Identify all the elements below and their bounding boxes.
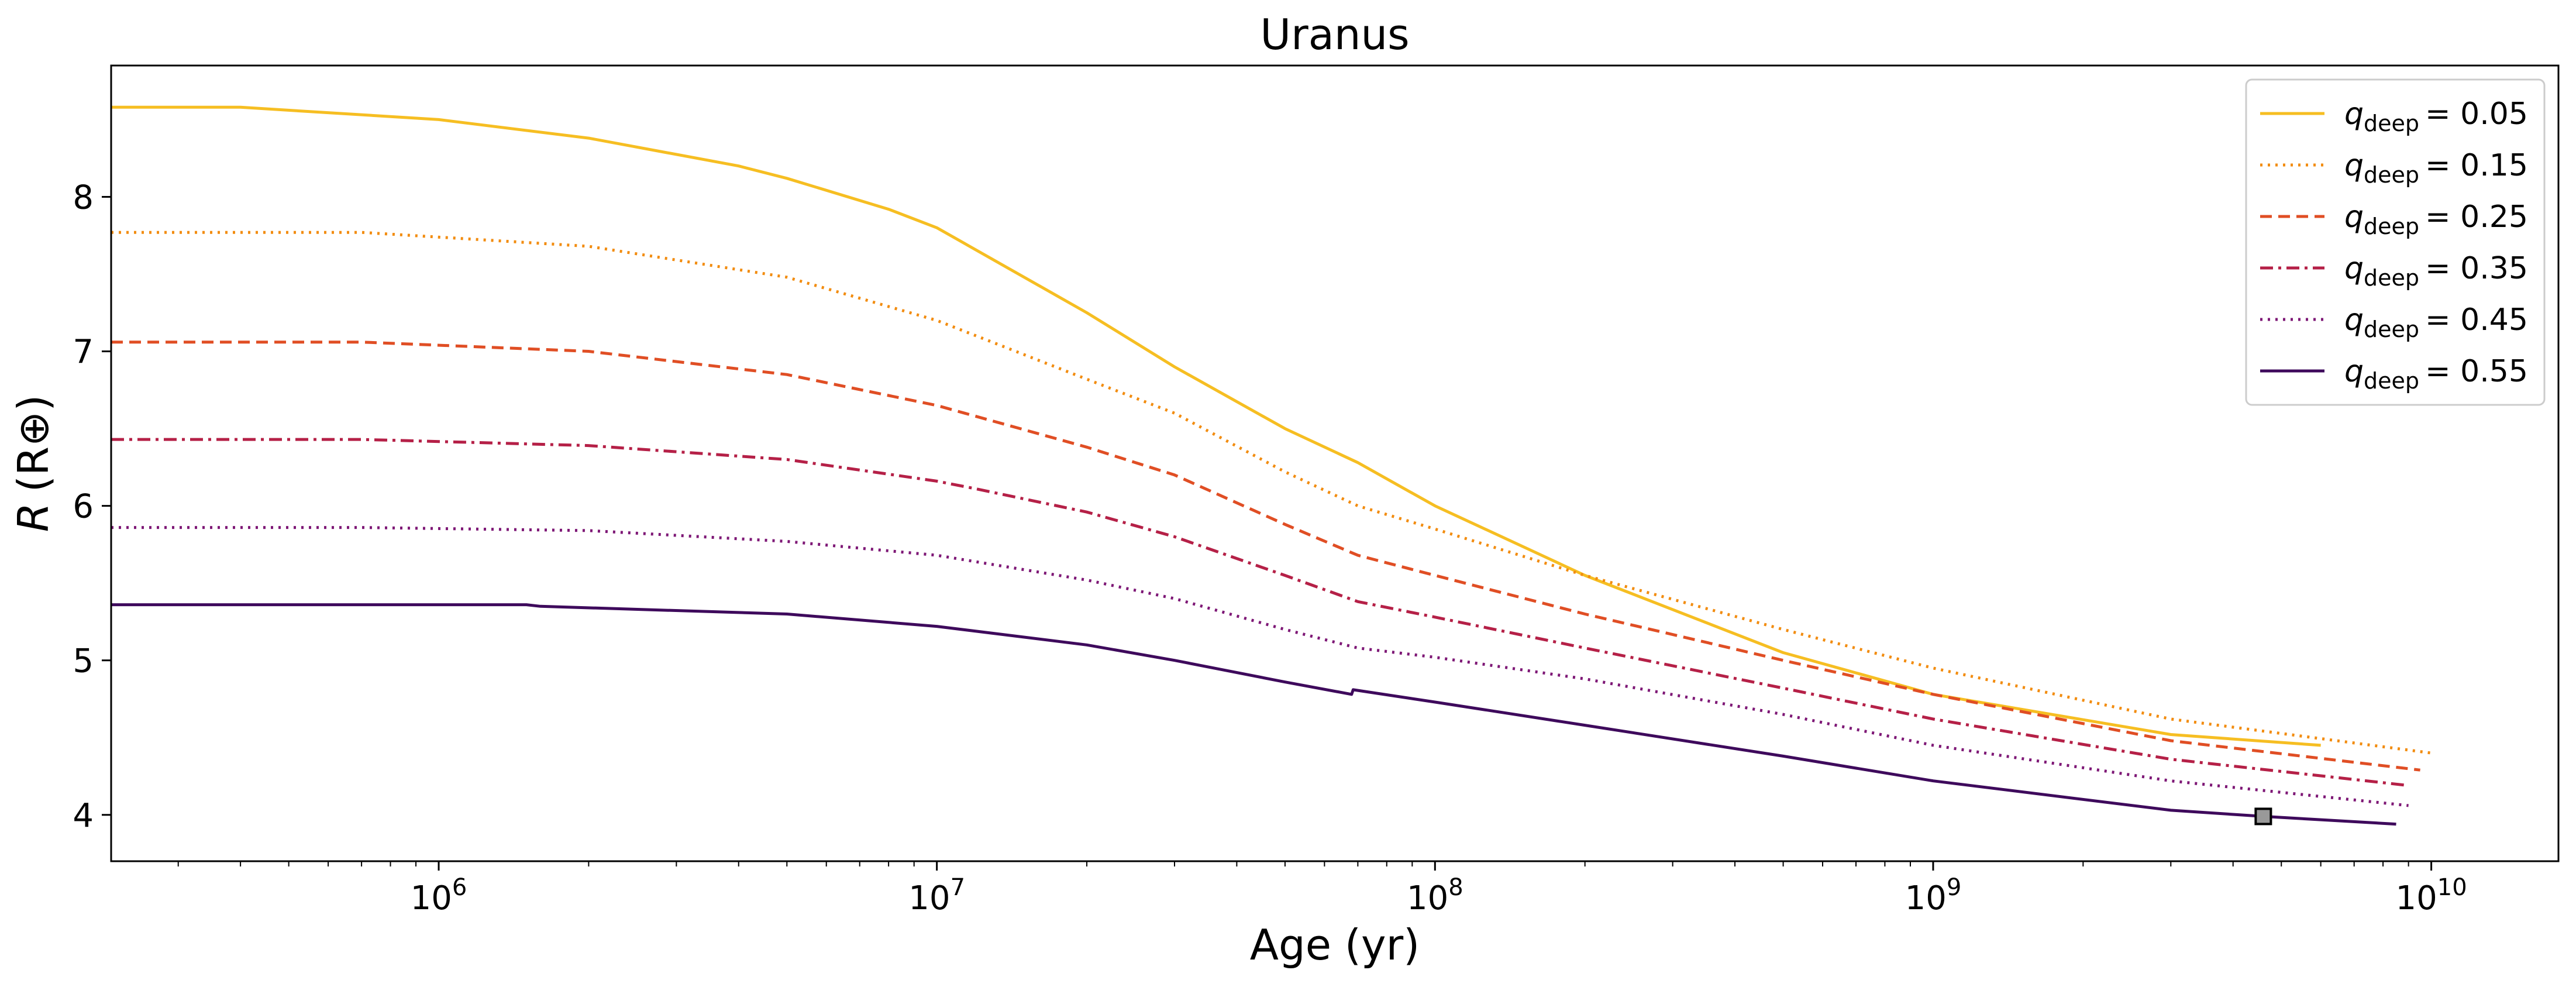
legend-value: = 0.15: [2425, 148, 2528, 183]
legend-entry-1: qdeep = 0.15: [2344, 148, 2528, 188]
legend-sub: deep: [2364, 265, 2419, 291]
x-tick-base: 10: [411, 879, 452, 917]
x-tick-label: 107: [908, 874, 965, 917]
legend-var: q: [2344, 97, 2364, 132]
legend-var: q: [2344, 354, 2364, 389]
series-line-3: [111, 438, 2409, 787]
y-tick-label: 7: [73, 333, 94, 372]
x-tick-exponent: 6: [452, 874, 467, 901]
series-line-2: [111, 341, 2420, 772]
y-tick-label: 6: [73, 488, 94, 526]
y-axis-title: R (R⊕): [9, 395, 58, 532]
plot-area-frame: [110, 64, 2560, 862]
series-layer: [111, 105, 2432, 826]
legend-entry-3: qdeep = 0.35: [2344, 251, 2528, 291]
x-tick-label: 1010: [2396, 874, 2467, 917]
y-axis: 4 5 6 7 8: [73, 178, 111, 835]
x-tick-label: 106: [411, 874, 467, 917]
x-tick-base: 10: [1905, 879, 1947, 917]
y-tick-label: 4: [73, 797, 94, 835]
legend-var: q: [2344, 302, 2364, 338]
x-axis: 106 107 108 109 1010: [177, 861, 2467, 917]
legend-entry-0: qdeep = 0.05: [2344, 97, 2528, 136]
series-line-4: [111, 526, 2409, 807]
x-tick-base: 10: [1407, 879, 1448, 917]
legend-sub: deep: [2364, 317, 2419, 342]
legend-value: = 0.35: [2425, 251, 2528, 286]
y-tick-label: 8: [73, 178, 94, 216]
legend-sub: deep: [2364, 214, 2419, 239]
legend-sub: deep: [2364, 162, 2419, 188]
x-tick-base: 10: [2396, 879, 2437, 917]
legend-var: q: [2344, 148, 2364, 183]
legend-var: q: [2344, 251, 2364, 286]
x-tick-label: 109: [1905, 874, 1962, 917]
y-tick-label: 5: [73, 642, 94, 680]
x-tick-exponent: 10: [2437, 874, 2467, 901]
legend-value: = 0.25: [2425, 200, 2528, 235]
marker-layer: [2254, 807, 2272, 826]
legend-var: q: [2344, 200, 2364, 235]
legend-value: = 0.55: [2425, 354, 2528, 389]
legend-sub: deep: [2364, 111, 2419, 136]
series-line-0: [111, 105, 2321, 747]
chart-title: Uranus: [1260, 10, 1409, 59]
x-tick-exponent: 8: [1448, 874, 1463, 901]
x-tick-label: 108: [1407, 874, 1463, 917]
legend-entry-5: qdeep = 0.55: [2344, 354, 2528, 394]
y-axis-title-symbol: R: [9, 503, 58, 532]
x-tick-exponent: 9: [1947, 874, 1961, 901]
legend-sub: deep: [2364, 368, 2419, 394]
x-tick-exponent: 7: [950, 874, 965, 901]
marker-present-day: [2254, 807, 2272, 826]
series-line-1: [111, 231, 2432, 755]
legend-entry-2: qdeep = 0.25: [2344, 200, 2528, 239]
series-line-5: [111, 603, 2396, 826]
legend-entry-4: qdeep = 0.45: [2344, 302, 2528, 342]
legend-value: = 0.05: [2425, 97, 2528, 132]
legend-value: = 0.45: [2425, 302, 2528, 338]
x-tick-base: 10: [908, 879, 950, 917]
x-axis-title: Age (yr): [1250, 920, 1420, 969]
legend-box: [2245, 78, 2546, 406]
y-axis-title-unit: (R⊕): [9, 395, 58, 493]
